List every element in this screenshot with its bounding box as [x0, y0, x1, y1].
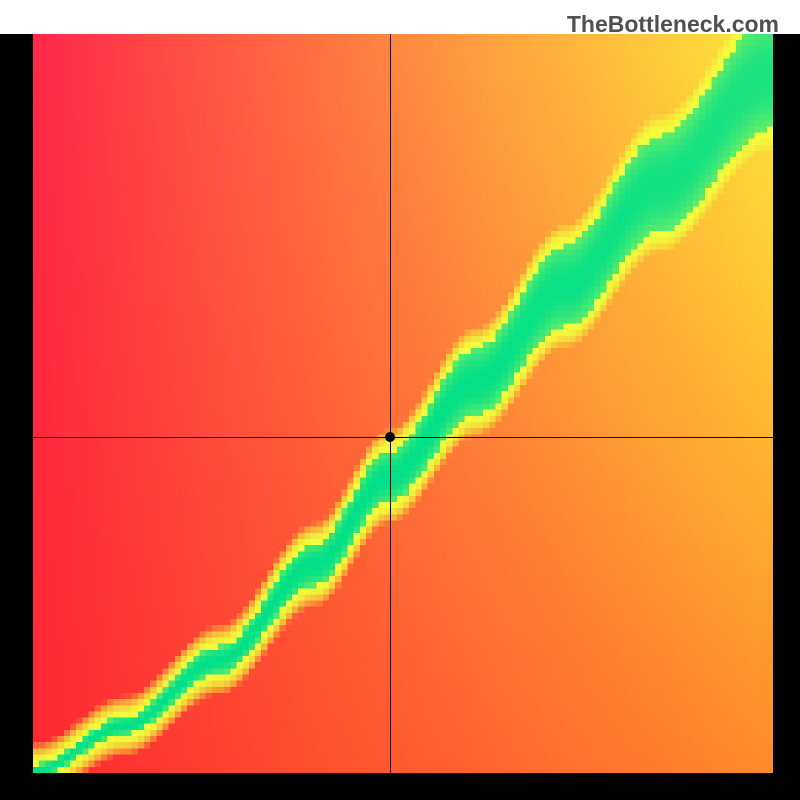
crosshair-dot	[385, 432, 395, 442]
watermark-text: TheBottleneck.com	[567, 11, 779, 38]
bottleneck-heatmap	[33, 34, 773, 773]
crosshair-horizontal	[33, 437, 773, 438]
chart-container: TheBottleneck.com	[0, 0, 800, 800]
crosshair-vertical	[390, 34, 391, 773]
